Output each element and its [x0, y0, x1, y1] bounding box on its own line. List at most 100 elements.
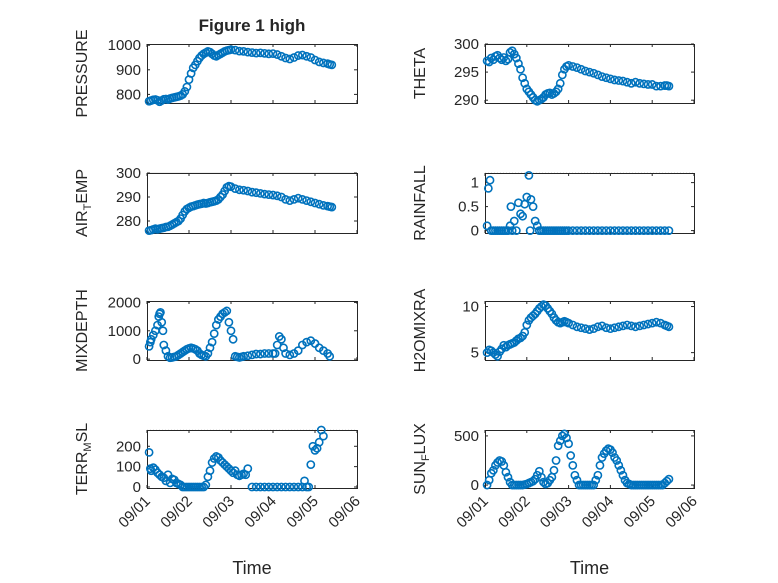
data-point [161, 346, 171, 356]
data-point [647, 318, 657, 328]
data-point [656, 226, 665, 235]
data-point [239, 185, 248, 195]
data-point [595, 460, 605, 470]
data-point [302, 337, 311, 347]
data-point [553, 441, 563, 451]
data-point [618, 226, 628, 235]
data-point [506, 202, 516, 211]
data-point [626, 321, 636, 331]
data-point [572, 63, 582, 72]
data-point [251, 482, 261, 492]
data-point [618, 470, 628, 480]
data-point [148, 463, 158, 473]
data-point [174, 216, 183, 226]
data-point [310, 55, 320, 65]
data-point [226, 182, 236, 192]
data-point [568, 62, 578, 71]
data-point [662, 476, 672, 486]
data-point [631, 322, 640, 332]
data-point [516, 333, 525, 343]
data-point [576, 226, 586, 235]
data-point [507, 226, 517, 235]
data-point [148, 330, 158, 340]
data-point [601, 73, 611, 83]
data-point [289, 482, 299, 492]
data-point [264, 190, 274, 199]
subplot-0: 800 900 1000 PRESSURE [74, 29, 358, 118]
data-point [209, 329, 219, 339]
data-point [622, 226, 632, 235]
data-point [593, 322, 603, 332]
data-point [180, 87, 190, 96]
data-point [255, 482, 265, 492]
data-point [626, 78, 636, 88]
data-point [247, 48, 257, 58]
data-point [503, 472, 513, 482]
data-point [255, 188, 265, 198]
data-point [247, 350, 257, 360]
data-point [635, 78, 645, 88]
data-point [557, 431, 567, 441]
data-point [247, 187, 257, 197]
subplot-3: 0 0.5 1 RAINFALL [412, 165, 695, 241]
data-point [293, 51, 303, 60]
data-point [568, 226, 578, 235]
data-point [243, 464, 253, 474]
data-point [585, 226, 594, 235]
data-point [205, 466, 215, 476]
data-point [230, 45, 240, 55]
data-point [251, 48, 261, 58]
data-point [222, 306, 232, 316]
data-point [199, 482, 209, 492]
y-tick-label: 800 [116, 86, 141, 103]
data-point [302, 196, 311, 205]
data-point [310, 445, 320, 455]
data-point [622, 77, 632, 87]
y-tick-label: 290 [454, 92, 479, 109]
data-point [264, 482, 274, 492]
data-point [482, 480, 492, 490]
data-point [230, 184, 240, 193]
subplot-6: 0 100 200 09/01 09/02 09/03 09/04 09/05 09/06 TER… [74, 423, 364, 578]
data-point [497, 55, 507, 65]
data-point [297, 50, 307, 60]
data-point [511, 226, 521, 235]
data-point [243, 186, 253, 196]
y-tick-label: 295 [454, 64, 479, 81]
data-point [318, 431, 328, 441]
data-point [293, 346, 303, 356]
data-point [528, 476, 538, 486]
x-tick-label: 09/04 [579, 493, 618, 532]
data-point [643, 319, 653, 329]
data-point [570, 470, 580, 480]
data-point [268, 190, 278, 200]
data-point [528, 202, 538, 211]
data-point [285, 350, 295, 360]
data-point [593, 470, 603, 480]
x-tick-label: 09/05 [283, 493, 322, 532]
data-point [585, 67, 594, 77]
y-axis-label: TERRMSL [74, 423, 94, 495]
data-point [601, 323, 611, 333]
x-tick-label: 09/01 [115, 493, 154, 532]
data-point [564, 318, 573, 328]
data-point [268, 49, 278, 58]
figure-title: Figure 1 high [199, 16, 306, 35]
y-axis-label: SUNFLUX [412, 423, 432, 495]
data-point [537, 472, 546, 482]
data-point [264, 49, 274, 59]
data-point [555, 78, 565, 88]
data-point [146, 334, 156, 344]
data-point [251, 349, 261, 359]
data-point [522, 320, 532, 330]
y-axis-label: PRESSURE [74, 29, 91, 117]
y-tick-label: 200 [116, 438, 141, 455]
y-axis-label: H2OMIXRA [412, 288, 429, 372]
data-point [589, 68, 599, 78]
data-point [501, 467, 511, 477]
data-point [186, 69, 196, 78]
x-tick-label: 09/04 [241, 493, 280, 532]
data-point [260, 482, 269, 492]
data-point [310, 198, 320, 208]
